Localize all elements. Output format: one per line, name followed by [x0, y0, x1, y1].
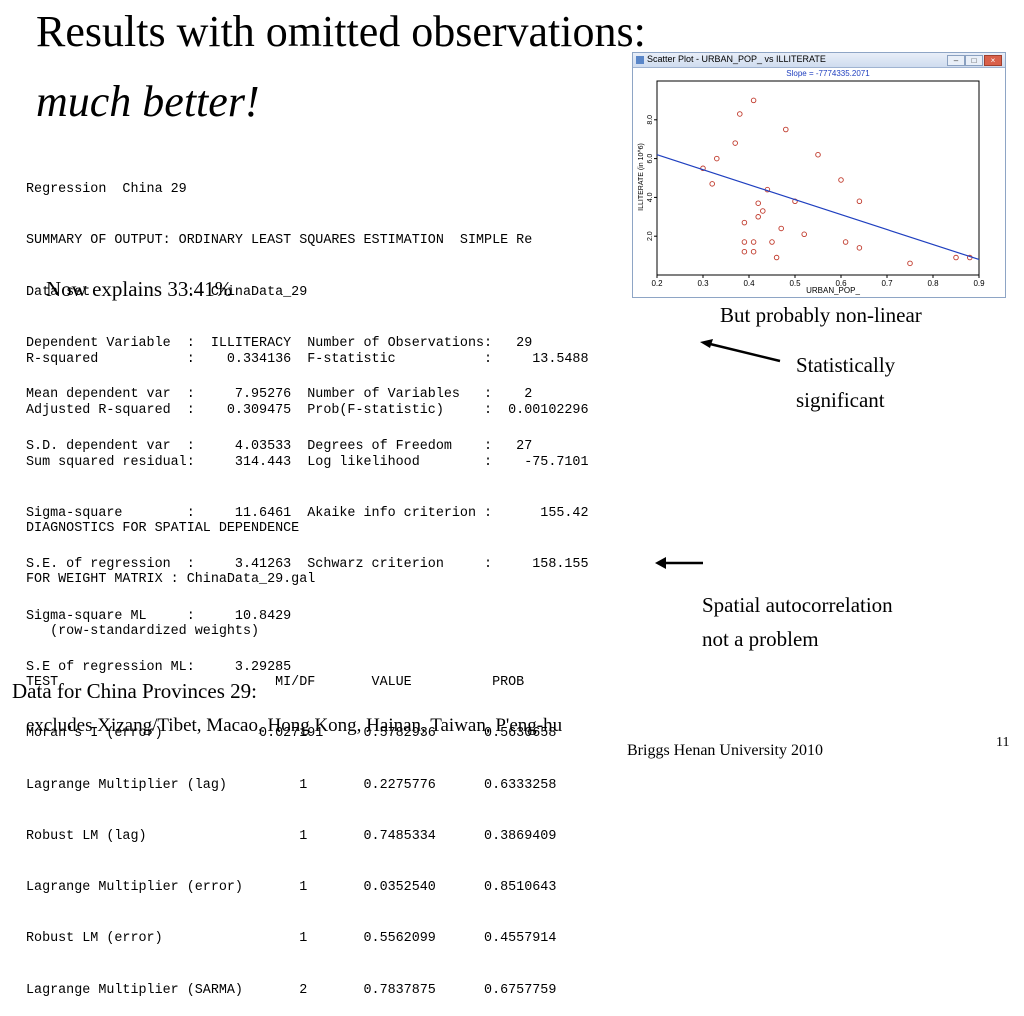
x-tick-label: 0.3	[697, 279, 709, 288]
nonlinear-annotation: But probably non-linear	[720, 303, 922, 327]
excludes-note: excludes Xizang/Tibet, Macao, Hong Kong,…	[26, 715, 563, 736]
window-title: Scatter Plot - URBAN_POP_ vs ILLITERATE	[647, 54, 826, 64]
slope-label: Slope = -7774335.2071	[786, 69, 870, 78]
data-note: Data for China Provinces 29:	[12, 679, 257, 703]
y-tick-label: 8.0	[647, 115, 654, 125]
regression-line: Data set : ChinaData_29	[26, 284, 308, 300]
regression-line: SUMMARY OF OUTPUT: ORDINARY LEAST SQUARE…	[26, 233, 533, 249]
regression-header: Regression China 29 SUMMARY OF OUTPUT: O…	[26, 147, 532, 472]
footer-credit: Briggs Henan University 2010	[627, 742, 823, 759]
scatter-plot-chart: Slope = -7774335.2071 2.0 4.0 6.0 8.0 0.2 0.…	[638, 69, 985, 295]
x-tick-label: 0.8	[927, 279, 939, 288]
significance-annotation-line2: significant	[796, 388, 885, 412]
slide-subtitle: much better!	[36, 77, 260, 126]
x-tick-label: 0.6	[835, 279, 847, 288]
x-tick-label: 0.2	[651, 279, 663, 288]
fit-statistics: R-squared : 0.334136 F-statistic : 13.54…	[26, 317, 589, 693]
explains-note: Now explains 33.41%	[46, 277, 233, 301]
data-point[interactable]	[741, 219, 748, 226]
data-point[interactable]	[953, 254, 959, 261]
x-tick-label: 0.7	[881, 279, 893, 288]
regression-line: Mean dependent var : 7.95276 Number of V…	[26, 387, 533, 403]
data-point[interactable]	[856, 245, 863, 251]
data-point[interactable]	[815, 151, 821, 158]
x-tick-label: 0.9	[973, 279, 985, 288]
data-point[interactable]	[737, 111, 743, 117]
diagnostics-line: Lagrange Multiplier (lag) 1 0.2275776 0.…	[26, 777, 557, 793]
data-point[interactable]	[750, 239, 757, 245]
y-tick-label: 6.0	[647, 154, 654, 164]
diagnostics-line: (row-standardized weights)	[26, 623, 260, 639]
x-tick-label: 0.4	[743, 279, 755, 288]
fit-stat-line: S.E of regression ML: 3.29285	[26, 659, 292, 675]
data-point[interactable]	[741, 239, 748, 245]
spatial-diagnostics: DIAGNOSTICS FOR SPATIAL DEPENDENCE FOR W…	[26, 486, 556, 1016]
slide-number: 11	[996, 735, 1010, 750]
fit-stat-line: R-squared : 0.334136 F-statistic : 13.54…	[26, 352, 589, 368]
regression-line: S.D. dependent var : 4.03533 Degrees of …	[26, 438, 533, 454]
spatial-annotation-line1: Spatial autocorrelation	[702, 593, 893, 617]
diagnostics-line: TEST MI/DF VALUE PROB	[26, 675, 525, 691]
data-point[interactable]	[709, 181, 715, 187]
data-point[interactable]	[750, 97, 757, 104]
diagnostics-line: Lagrange Multiplier (error) 1 0.0352540 …	[26, 880, 557, 896]
fit-stat-line: S.E. of regression : 3.41263 Schwarz cri…	[26, 557, 589, 573]
data-point[interactable]	[838, 177, 844, 183]
spatial-annotation-line2: not a problem	[702, 627, 819, 651]
maximize-icon[interactable]: □	[965, 55, 983, 66]
minimize-icon[interactable]: –	[947, 55, 965, 66]
diagnostics-line: Moran's I (error) 0.027191 0.5782936 0.5…	[26, 726, 557, 742]
x-tick-label: 0.5	[789, 279, 801, 288]
y-tick-label: 4.0	[647, 192, 654, 202]
data-point[interactable]	[741, 248, 748, 255]
data-point[interactable]	[769, 239, 775, 245]
data-point[interactable]	[778, 225, 784, 232]
data-point[interactable]	[750, 248, 757, 255]
plot-frame	[656, 80, 980, 276]
fit-stat-line: Sum squared residual: 314.443 Log likeli…	[26, 454, 589, 470]
spatial-arrow	[655, 557, 703, 569]
fit-stat-line: Adjusted R-squared : 0.309475 Prob(F-sta…	[26, 403, 589, 419]
y-axis-label: ILLITERATE (in 10^6)	[638, 143, 645, 211]
data-point[interactable]	[732, 140, 738, 146]
slide-title: Results with omitted observations:	[36, 7, 646, 56]
diagnostics-line: DIAGNOSTICS FOR SPATIAL DEPENDENCE	[26, 521, 300, 537]
data-point[interactable]	[801, 231, 807, 238]
regression-line: Dependent Variable : ILLITERACY Number o…	[26, 336, 533, 352]
data-point[interactable]	[755, 200, 761, 206]
diagnostics-line: Robust LM (error) 1 0.5562099 0.4557914	[26, 931, 557, 947]
diagnostics-line: Lagrange Multiplier (SARMA) 2 0.7837875 …	[26, 982, 557, 998]
window-titlebar[interactable]: Scatter Plot - URBAN_POP_ vs ILLITERATE …	[633, 53, 1005, 68]
regression-line: Regression China 29	[26, 182, 187, 198]
data-point[interactable]	[773, 254, 780, 261]
close-icon[interactable]: ×	[984, 55, 1002, 66]
significance-arrow	[700, 339, 781, 363]
data-point[interactable]	[755, 214, 761, 220]
regression-line	[656, 154, 980, 261]
window-app-icon	[636, 56, 644, 64]
data-point[interactable]	[907, 260, 913, 267]
significance-annotation-line1: Statistically	[796, 353, 896, 377]
data-point[interactable]	[700, 165, 706, 172]
data-point[interactable]	[760, 208, 766, 214]
y-tick-label: 2.0	[647, 231, 654, 241]
data-point[interactable]	[714, 155, 720, 162]
data-point[interactable]	[792, 198, 798, 205]
scatter-plot-window[interactable]: Scatter Plot - URBAN_POP_ vs ILLITERATE …	[632, 52, 1006, 298]
x-axis-label: URBAN_POP_	[806, 286, 860, 295]
data-point[interactable]	[856, 198, 863, 205]
data-point[interactable]	[783, 126, 789, 133]
diagnostics-line: FOR WEIGHT MATRIX : ChinaData_29.gal	[26, 572, 316, 588]
diagnostics-line: Robust LM (lag) 1 0.7485334 0.3869409	[26, 828, 557, 844]
fit-stat-line: Sigma-square ML : 10.8429	[26, 608, 292, 624]
fit-stat-line: Sigma-square : 11.6461 Akaike info crite…	[26, 506, 589, 522]
data-point[interactable]	[842, 239, 849, 245]
